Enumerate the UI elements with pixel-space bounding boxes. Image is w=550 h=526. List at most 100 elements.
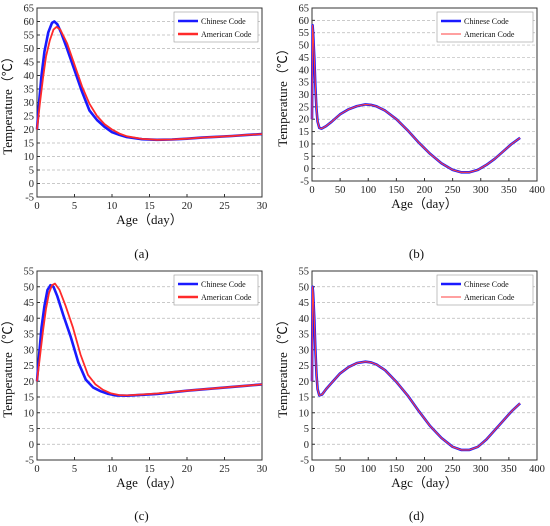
- y-tick-label: 25: [299, 102, 310, 113]
- x-tick-label: 25: [219, 464, 230, 475]
- x-tick-label: 0: [34, 201, 39, 212]
- legend-label: American Code: [201, 30, 252, 39]
- series-line-american-code: [36, 282, 263, 397]
- legend-label: Chinese Code: [464, 17, 509, 26]
- x-tick-label: 200: [417, 464, 433, 475]
- y-tick-label: 50: [299, 41, 310, 52]
- y-tick-label: 10: [24, 408, 35, 419]
- x-tick-label: 200: [417, 185, 433, 196]
- y-tick-label: 0: [29, 179, 34, 190]
- x-tick-label: 30: [257, 464, 268, 475]
- y-tick-label: 55: [299, 28, 310, 39]
- x-tick-label: 300: [473, 185, 489, 196]
- y-tick-label: 50: [24, 282, 35, 293]
- legend-label: Chinese Code: [201, 17, 246, 26]
- y-tick-label: 5: [29, 424, 34, 435]
- x-tick-label: 10: [107, 201, 118, 212]
- x-tick-label: 25: [219, 201, 230, 212]
- y-tick-label: 30: [299, 345, 310, 356]
- x-tick-label: 0: [34, 464, 39, 475]
- y-tick-label: -5: [25, 456, 34, 467]
- legend: Chinese Code American Code: [436, 11, 534, 43]
- y-tick-label: 15: [299, 393, 310, 404]
- x-axis-title: Age（day）: [116, 212, 182, 227]
- legend-label: Chinese Code: [201, 280, 246, 289]
- y-tick-label: 50: [299, 282, 310, 293]
- x-tick-label: 250: [445, 185, 461, 196]
- series-line-american-code: [311, 286, 521, 451]
- y-tick-label: 20: [299, 377, 310, 388]
- y-tick-label: 5: [304, 424, 309, 435]
- x-tick-label: 100: [360, 185, 376, 196]
- y-tick-label: 15: [24, 393, 35, 404]
- y-tick-label: 35: [24, 330, 35, 341]
- y-tick-label: -5: [300, 177, 309, 188]
- series-line-chinese-code: [310, 23, 521, 174]
- y-tick-label: -5: [300, 456, 309, 467]
- legend-box: [436, 11, 534, 43]
- x-tick-label: 300: [473, 464, 489, 475]
- y-tick-label: 15: [299, 127, 310, 138]
- legend-box: [173, 11, 259, 43]
- y-tick-label: 15: [24, 139, 35, 150]
- x-tick-label: 100: [360, 464, 376, 475]
- x-axis-title: Age（day）: [391, 196, 457, 211]
- y-tick-label: 0: [29, 440, 34, 451]
- y-tick-label: 20: [24, 125, 35, 136]
- y-tick-label: 10: [299, 139, 310, 150]
- panel-label: (d): [409, 508, 424, 523]
- y-tick-label: 25: [24, 361, 35, 372]
- y-axis-title: Temperature（℃）: [0, 313, 15, 418]
- y-tick-label: 55: [24, 267, 35, 278]
- x-tick-label: 50: [335, 185, 346, 196]
- y-tick-label: 45: [24, 298, 35, 309]
- y-tick-label: 35: [299, 78, 310, 89]
- y-tick-label: 10: [24, 152, 35, 163]
- y-tick-label: 55: [299, 267, 310, 278]
- y-tick-label: 45: [24, 58, 35, 69]
- y-tick-label: 60: [299, 16, 310, 27]
- series-line-chinese-code: [310, 285, 521, 452]
- legend-label: Chinese Code: [464, 280, 509, 289]
- y-tick-label: 40: [299, 314, 310, 325]
- x-tick-label: 400: [529, 464, 545, 475]
- x-tick-label: 5: [72, 464, 77, 475]
- x-tick-label: 15: [144, 464, 155, 475]
- x-tick-label: 350: [501, 464, 517, 475]
- y-axis-title: Temperature（℃）: [0, 50, 15, 155]
- x-axis-title: Age（day）: [116, 475, 182, 490]
- x-tick-label: 350: [501, 185, 517, 196]
- y-tick-label: 40: [24, 71, 35, 82]
- series-line-american-code: [311, 24, 521, 173]
- x-tick-label: 5: [72, 201, 77, 212]
- x-axis-title: Agc（day）: [391, 475, 457, 490]
- x-tick-label: 250: [445, 464, 461, 475]
- y-tick-label: 25: [299, 361, 310, 372]
- x-tick-label: 150: [389, 185, 405, 196]
- legend: Chinese Code American Code: [436, 274, 534, 306]
- y-tick-label: 50: [24, 44, 35, 55]
- y-tick-label: 60: [24, 17, 35, 28]
- y-tick-label: 5: [304, 152, 309, 163]
- x-tick-label: 20: [182, 464, 193, 475]
- legend-box: [436, 274, 534, 306]
- y-tick-label: 40: [299, 65, 310, 76]
- y-tick-label: 35: [299, 330, 310, 341]
- y-tick-label: 5: [29, 166, 34, 177]
- y-tick-label: 55: [24, 31, 35, 42]
- y-tick-label: 30: [299, 90, 310, 101]
- x-tick-label: 10: [107, 464, 118, 475]
- panel-label: (b): [409, 246, 424, 261]
- y-tick-label: 30: [24, 345, 35, 356]
- legend: Chinese Code American Code: [173, 274, 259, 306]
- y-tick-label: -5: [25, 193, 34, 204]
- x-tick-label: 50: [335, 464, 346, 475]
- x-tick-label: 0: [309, 464, 314, 475]
- panel-label: (c): [134, 508, 148, 523]
